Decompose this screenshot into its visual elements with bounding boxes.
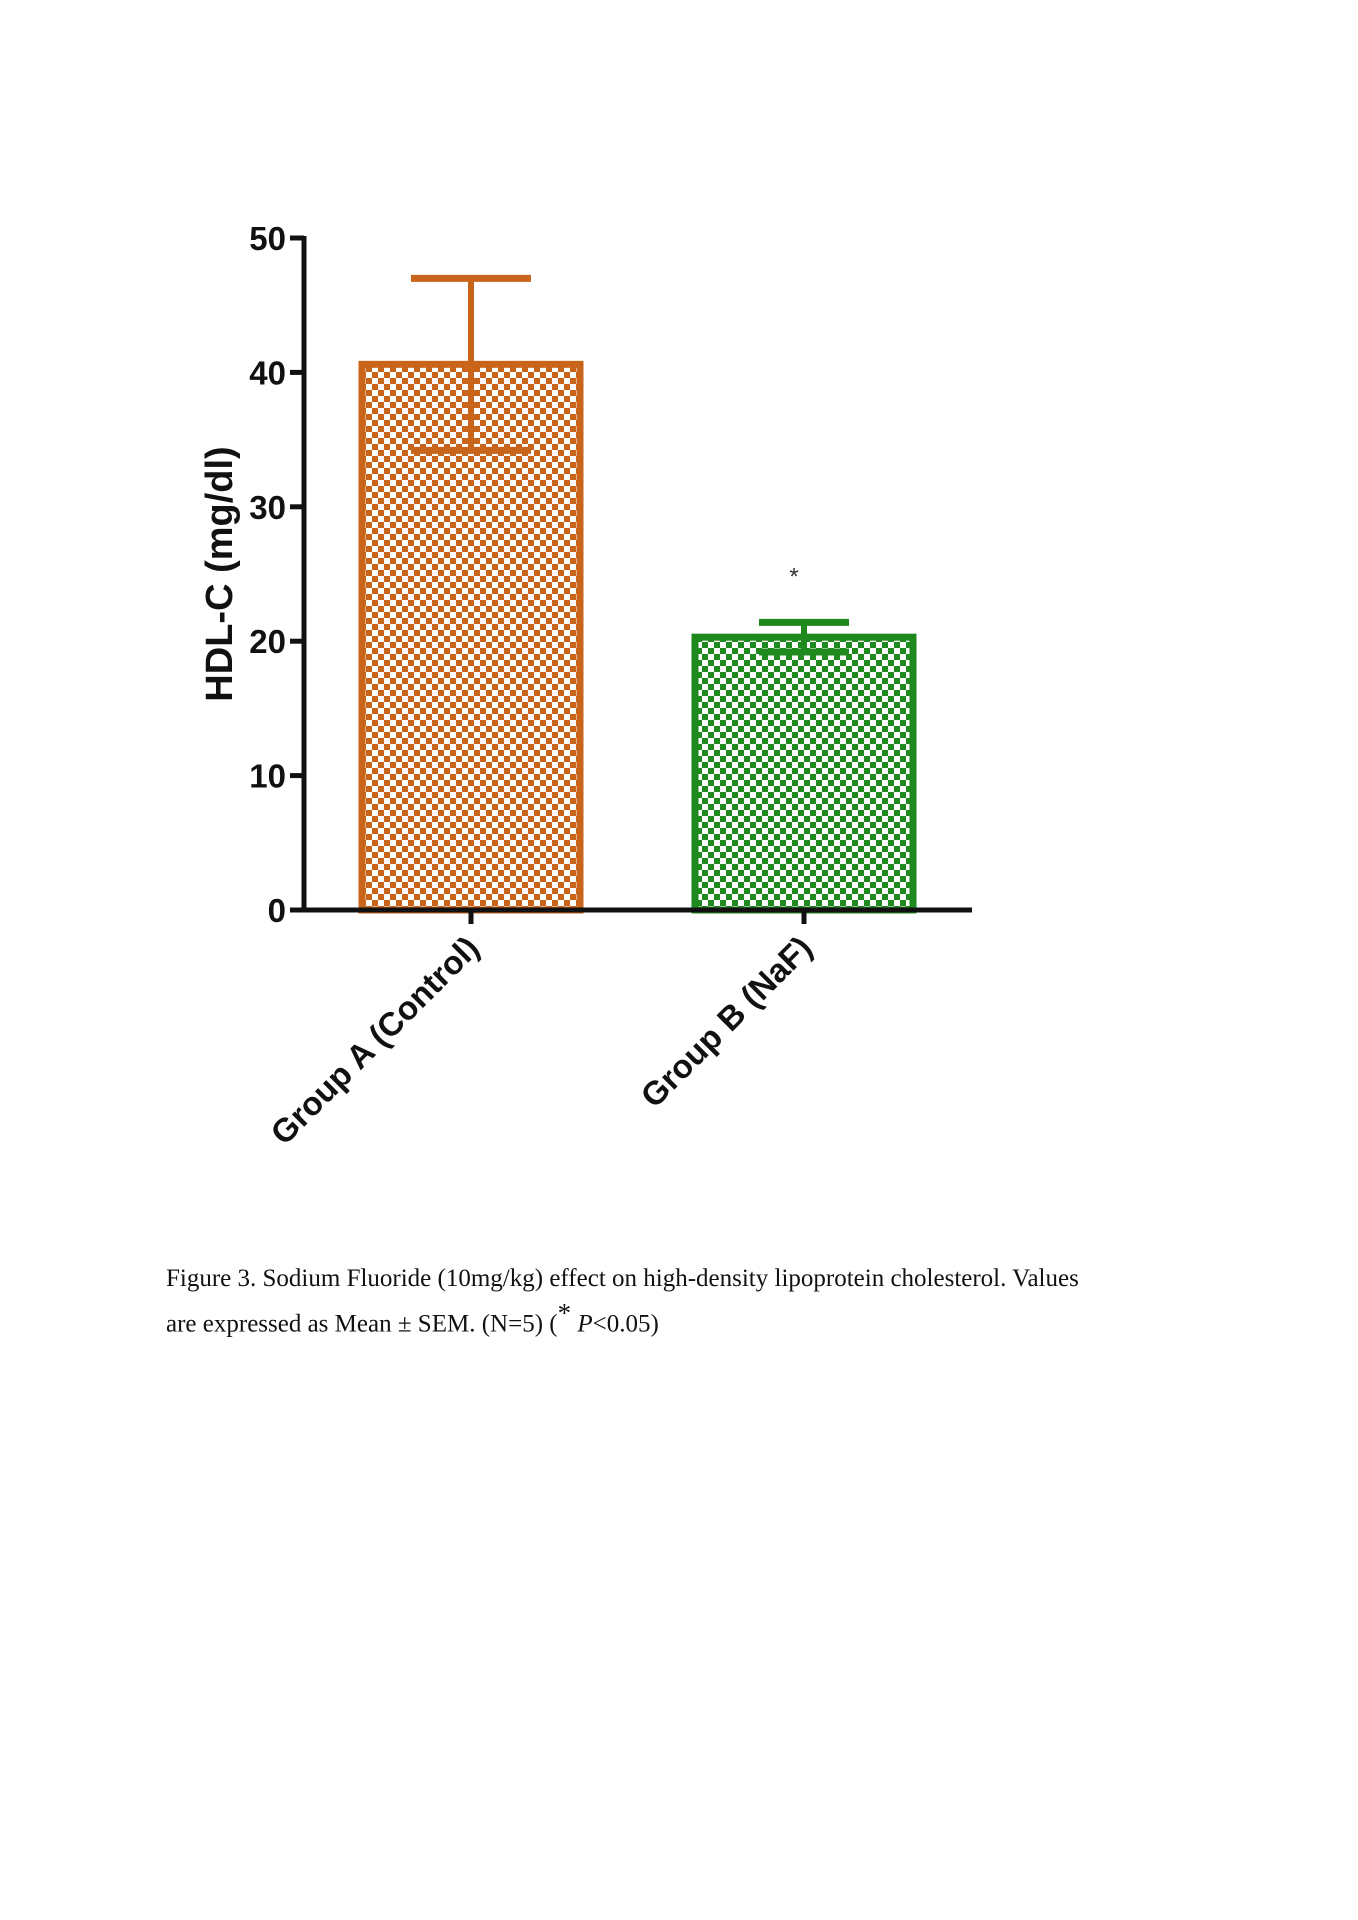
y-tick-label-30: 30: [249, 489, 286, 526]
bar-2: [691, 633, 917, 914]
caption-line-2: are expressed as Mean ± SEM. (N=5) (* P<…: [166, 1296, 1226, 1341]
y-tick-label-40: 40: [249, 354, 286, 391]
caption-line-1: Figure 3. Sodium Fluoride (10mg/kg) effe…: [166, 1265, 1079, 1292]
y-tick-label-0: 0: [268, 892, 286, 929]
y-tick-label-50: 50: [249, 220, 286, 257]
y-axis-label: HDL-C (mg/dl): [199, 446, 241, 701]
caption-line-2-start: are expressed as Mean ± SEM. (N=5) (: [166, 1310, 558, 1338]
figure-caption: Figure 3. Sodium Fluoride (10mg/kg) effe…: [166, 1262, 1226, 1341]
bar-1: [358, 360, 584, 914]
caption-line-2-end: <0.05): [592, 1310, 659, 1338]
plot-area: 0 10 20 30 40 50 HDL-C (mg/dl) Group A (Control…: [199, 220, 972, 1152]
x-tick-label-2: Group B (NaF): [633, 929, 819, 1115]
significance-marker-1: *: [789, 563, 798, 590]
y-tick-label-20: 20: [249, 623, 286, 660]
caption-significance-star: *: [557, 1298, 572, 1328]
caption-p-label: P: [577, 1310, 593, 1338]
y-tick-label-10: 10: [249, 758, 286, 795]
x-tick-label-1: Group A (Control): [263, 929, 486, 1152]
